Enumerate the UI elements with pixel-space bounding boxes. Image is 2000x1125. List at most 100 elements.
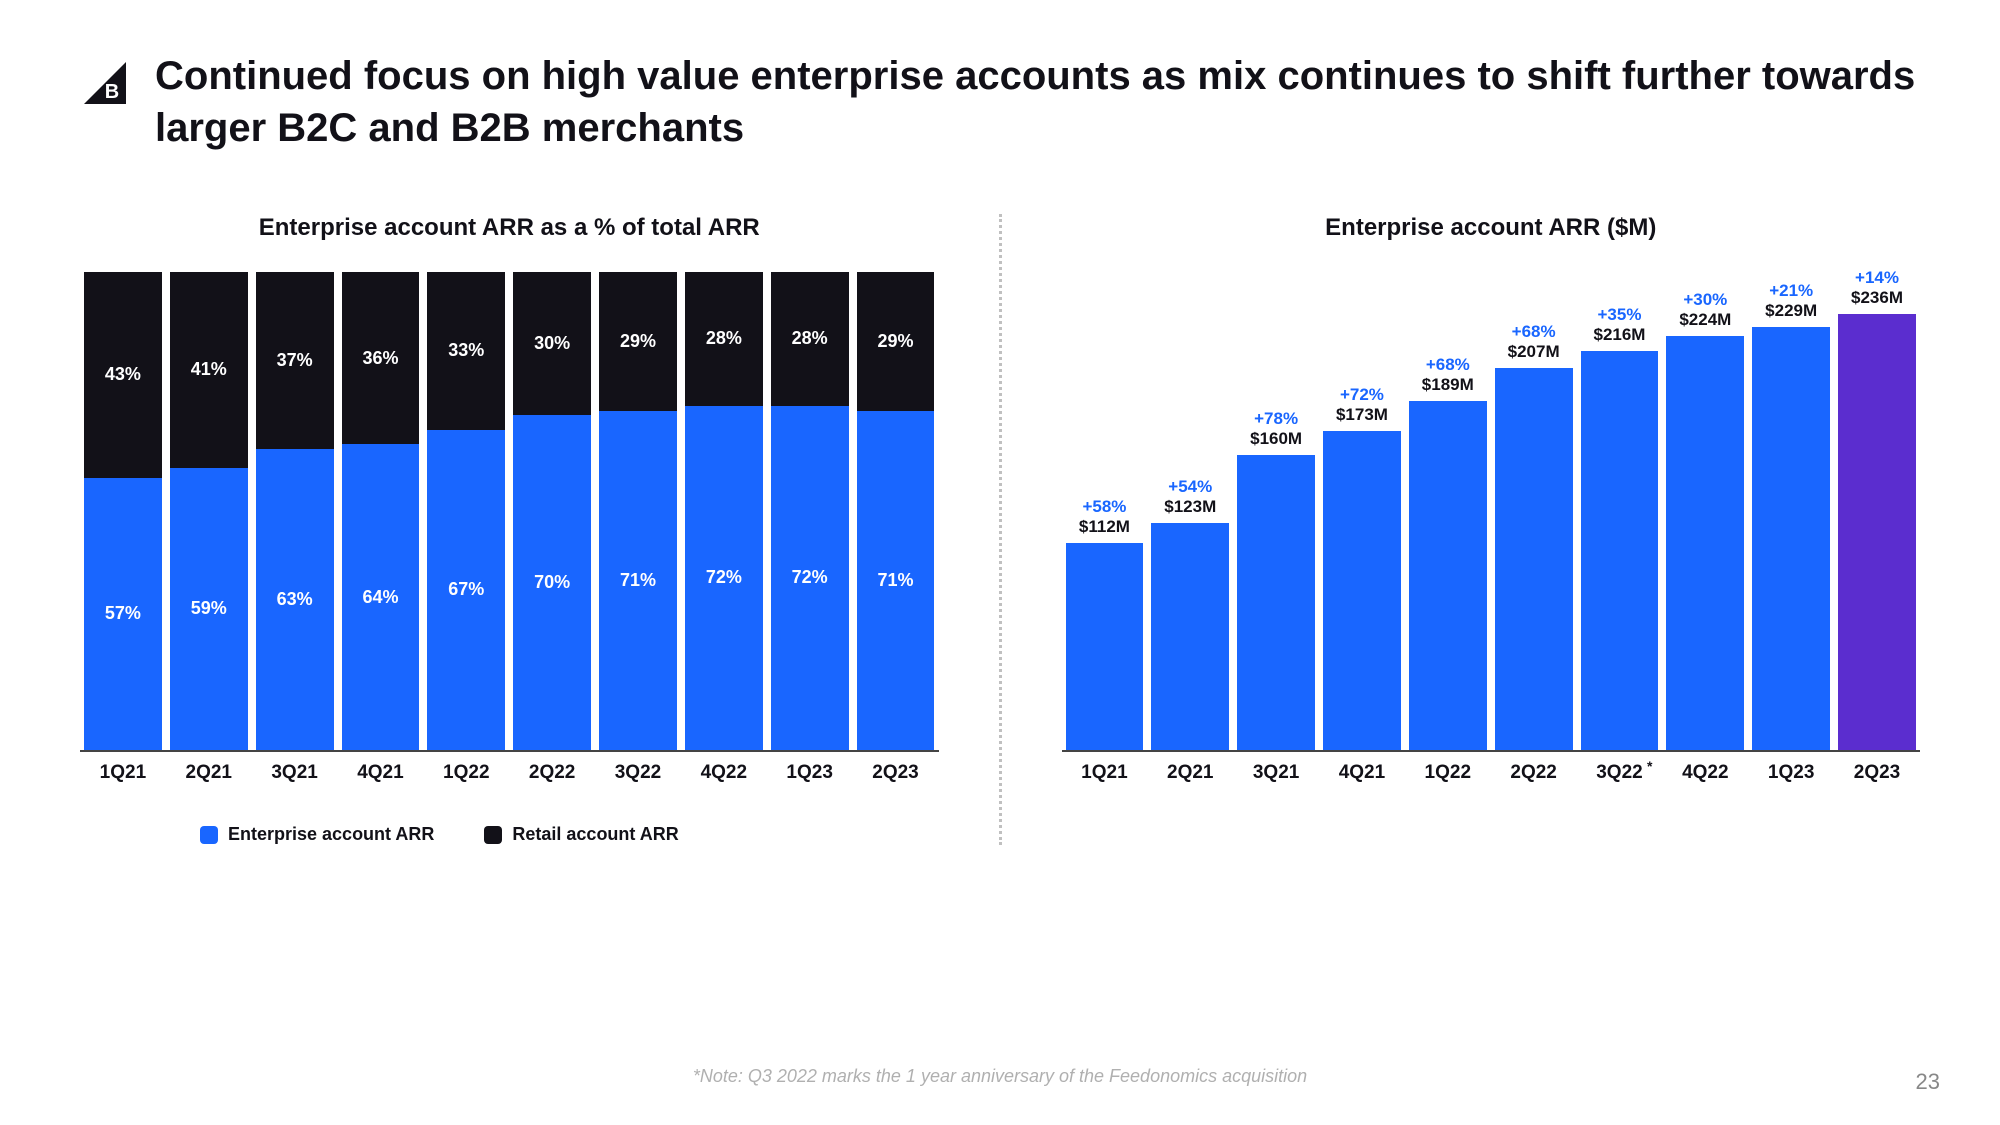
bar-segment-retail: 41% [170,272,248,468]
x-tick: 4Q22 [1662,762,1748,784]
stacked-bar: 41%59% [170,272,248,750]
bar-wrap: +68%$207M [1495,272,1573,750]
slide-title: Continued focus on high value enterprise… [155,50,1920,154]
legend-item: Retail account ARR [484,824,678,845]
stacked-bar: 37%63% [256,272,334,750]
svg-text:B: B [105,81,119,103]
bar-segment-retail: 43% [84,272,162,478]
growth-label: +68% [1495,322,1573,342]
x-tick: 1Q22 [423,762,509,784]
value-label: $160M [1237,429,1315,449]
x-tick: 1Q22 [1405,762,1491,784]
x-tick: 3Q21 [1233,762,1319,784]
growth-label: +58% [1066,497,1144,517]
bar-segment-retail: 30% [513,272,591,415]
bar-segment-retail: 28% [685,272,763,406]
bar-labels: +54%$123M [1151,477,1229,517]
x-tick: 2Q22 [509,762,595,784]
x-tick: 2Q21 [166,762,252,784]
bar-wrap: +68%$189M [1409,272,1487,750]
chart-left-x-axis: 1Q212Q213Q214Q211Q222Q223Q224Q221Q232Q23 [80,762,939,784]
legend-swatch [200,826,218,844]
bar-labels: +78%$160M [1237,409,1315,449]
bar-segment-enterprise: 64% [342,444,420,750]
footnote: *Note: Q3 2022 marks the 1 year annivers… [0,1066,2000,1087]
bar-labels: +35%$216M [1581,305,1659,345]
bar-segment-retail: 28% [771,272,849,406]
growth-label: +72% [1323,385,1401,405]
legend-swatch [484,826,502,844]
stacked-bar: 29%71% [599,272,677,750]
bar [1409,401,1487,750]
bar [1838,314,1916,750]
bar-wrap: +72%$173M [1323,272,1401,750]
x-tick: 2Q23 [1834,762,1920,784]
bar [1666,336,1744,750]
bar-segment-enterprise: 72% [685,406,763,750]
chart-right: Enterprise account ARR ($M) +58%$112M+54… [1062,214,1921,845]
growth-label: +30% [1666,290,1744,310]
legend-item: Enterprise account ARR [200,824,434,845]
bar-labels: +21%$229M [1752,281,1830,321]
bar-segment-retail: 33% [427,272,505,430]
bar-segment-retail: 36% [342,272,420,444]
bar-segment-retail: 29% [857,272,935,411]
value-label: $236M [1838,288,1916,308]
bar-segment-enterprise: 59% [170,468,248,750]
company-logo-icon: B [80,58,130,108]
x-tick: 4Q22 [681,762,767,784]
growth-label: +14% [1838,268,1916,288]
legend-label: Retail account ARR [512,824,678,845]
x-tick: 3Q21 [252,762,338,784]
bar-segment-retail: 37% [256,272,334,449]
value-label: $123M [1151,497,1229,517]
chart-left-legend: Enterprise account ARR Retail account ARR [80,824,939,845]
stacked-bar: 30%70% [513,272,591,750]
bar-segment-enterprise: 63% [256,449,334,750]
bar [1066,543,1144,750]
stacked-bar: 28%72% [685,272,763,750]
value-label: $216M [1581,325,1659,345]
bar-segment-retail: 29% [599,272,677,411]
bar-wrap: +58%$112M [1066,272,1144,750]
bar [1581,351,1659,750]
bar-wrap: +21%$229M [1752,272,1830,750]
x-tick: 4Q21 [1319,762,1405,784]
chart-right-x-axis: 1Q212Q213Q214Q211Q222Q223Q22*4Q221Q232Q2… [1062,762,1921,784]
value-label: $112M [1066,517,1144,537]
growth-label: +21% [1752,281,1830,301]
bar-segment-enterprise: 70% [513,415,591,750]
x-tick: 1Q21 [80,762,166,784]
slide-header: B Continued focus on high value enterpri… [80,50,1920,154]
asterisk-icon: * [1647,758,1652,774]
chart-divider [999,214,1002,845]
bar-labels: +72%$173M [1323,385,1401,425]
x-tick: 1Q21 [1062,762,1148,784]
bar [1237,455,1315,750]
bar-labels: +14%$236M [1838,268,1916,308]
value-label: $207M [1495,342,1573,362]
chart-right-bars: +58%$112M+54%$123M+78%$160M+72%$173M+68%… [1062,272,1921,752]
value-label: $229M [1752,301,1830,321]
legend-label: Enterprise account ARR [228,824,434,845]
x-tick: 1Q23 [767,762,853,784]
bar-segment-enterprise: 67% [427,430,505,750]
x-tick: 1Q23 [1748,762,1834,784]
growth-label: +78% [1237,409,1315,429]
bar-wrap: +35%$216M [1581,272,1659,750]
stacked-bar: 43%57% [84,272,162,750]
chart-left-title: Enterprise account ARR as a % of total A… [80,214,939,242]
growth-label: +35% [1581,305,1659,325]
chart-right-title: Enterprise account ARR ($M) [1062,214,1921,242]
bar-wrap: +30%$224M [1666,272,1744,750]
bar-labels: +58%$112M [1066,497,1144,537]
x-tick: 2Q21 [1147,762,1233,784]
stacked-bar: 28%72% [771,272,849,750]
stacked-bar: 33%67% [427,272,505,750]
value-label: $224M [1666,310,1744,330]
page-number: 23 [1916,1069,1940,1095]
bar [1323,431,1401,750]
growth-label: +54% [1151,477,1229,497]
slide-page: B Continued focus on high value enterpri… [0,0,2000,1125]
bar-wrap: +14%$236M [1838,272,1916,750]
